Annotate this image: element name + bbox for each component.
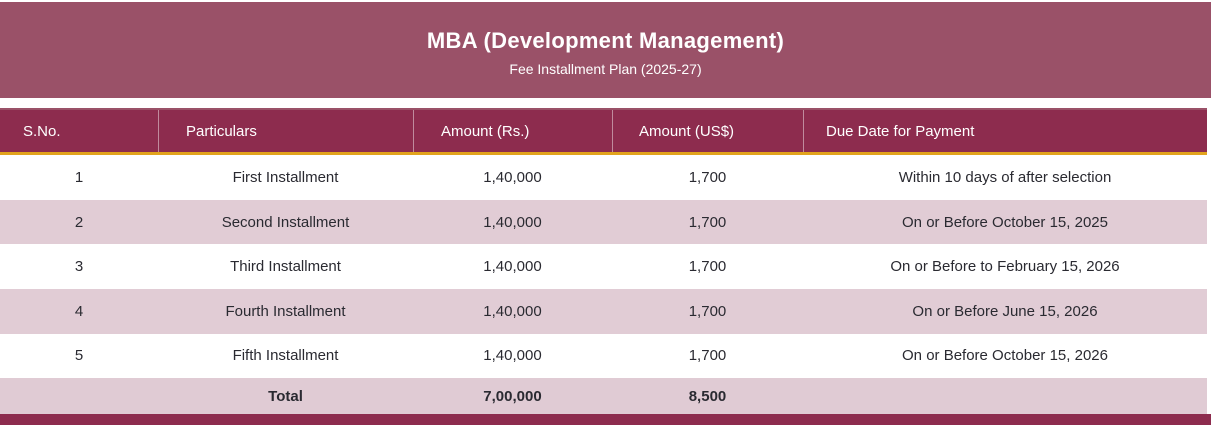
cell-due-date: On or Before October 15, 2026 bbox=[902, 347, 1108, 365]
table-row: 3 Third Installment 1,40,000 1,700 On or… bbox=[0, 244, 1207, 289]
cell-sno: 2 bbox=[74, 213, 84, 231]
cell-amount-rs: 1,40,000 bbox=[483, 213, 542, 231]
table-header-row: S.No. Particulars Amount (Rs.) Amount (U… bbox=[0, 108, 1207, 153]
cell-amount-usd: 1,700 bbox=[688, 347, 727, 365]
cell-amount-usd: 1,700 bbox=[688, 258, 727, 276]
cell-sno: 1 bbox=[74, 169, 84, 187]
top-strip bbox=[0, 0, 1211, 2]
cell-due-date: Within 10 days of after selection bbox=[898, 169, 1112, 187]
cell-particulars: Third Installment bbox=[230, 258, 341, 276]
total-amount-rs: 7,00,000 bbox=[483, 387, 542, 405]
banner-table-gap bbox=[0, 98, 1211, 109]
total-row: Total 7,00,000 8,500 bbox=[0, 378, 1207, 415]
column-header-amount-usd: Amount (US$) bbox=[612, 110, 803, 153]
cell-sno: 5 bbox=[74, 347, 84, 365]
table-row: 4 Fourth Installment 1,40,000 1,700 On o… bbox=[0, 289, 1207, 334]
column-header-amount-rs: Amount (Rs.) bbox=[413, 110, 612, 153]
cell-amount-usd: 1,700 bbox=[688, 302, 727, 320]
cell-particulars: Second Installment bbox=[221, 213, 350, 231]
cell-amount-rs: 1,40,000 bbox=[483, 258, 542, 276]
cell-sno: 4 bbox=[74, 302, 84, 320]
fee-installment-table: S.No. Particulars Amount (Rs.) Amount (U… bbox=[0, 108, 1207, 415]
column-header-sno: S.No. bbox=[23, 122, 61, 140]
cell-amount-usd: 1,700 bbox=[688, 213, 727, 231]
footer-bar bbox=[0, 414, 1211, 425]
total-cell-empty-due bbox=[803, 378, 1207, 414]
page-subtitle: Fee Installment Plan (2025-27) bbox=[509, 60, 702, 77]
program-banner: MBA (Development Management) Fee Install… bbox=[0, 1, 1211, 99]
cell-due-date: On or Before June 15, 2026 bbox=[912, 302, 1098, 320]
cell-sno: 3 bbox=[74, 258, 84, 276]
cell-particulars: First Installment bbox=[232, 169, 339, 187]
table-body: 1 First Installment 1,40,000 1,700 Withi… bbox=[0, 155, 1207, 378]
table-row: 1 First Installment 1,40,000 1,700 Withi… bbox=[0, 155, 1207, 200]
cell-amount-rs: 1,40,000 bbox=[483, 169, 542, 187]
table-row: 2 Second Installment 1,40,000 1,700 On o… bbox=[0, 199, 1207, 245]
total-label: Total bbox=[268, 387, 303, 405]
column-header-due-date: Due Date for Payment bbox=[803, 110, 1207, 153]
cell-particulars: Fifth Installment bbox=[232, 347, 339, 365]
cell-due-date: On or Before to February 15, 2026 bbox=[890, 258, 1120, 276]
page-title: MBA (Development Management) bbox=[426, 27, 785, 53]
total-cell-empty-sno bbox=[0, 378, 158, 414]
cell-particulars: Fourth Installment bbox=[225, 302, 346, 320]
column-header-particulars: Particulars bbox=[158, 110, 413, 153]
cell-due-date: On or Before October 15, 2025 bbox=[902, 213, 1108, 231]
cell-amount-rs: 1,40,000 bbox=[483, 302, 542, 320]
cell-amount-usd: 1,700 bbox=[688, 169, 727, 187]
accent-divider bbox=[0, 152, 1207, 156]
cell-amount-rs: 1,40,000 bbox=[483, 347, 542, 365]
table-row: 5 Fifth Installment 1,40,000 1,700 On or… bbox=[0, 334, 1207, 379]
total-amount-usd: 8,500 bbox=[688, 387, 727, 405]
